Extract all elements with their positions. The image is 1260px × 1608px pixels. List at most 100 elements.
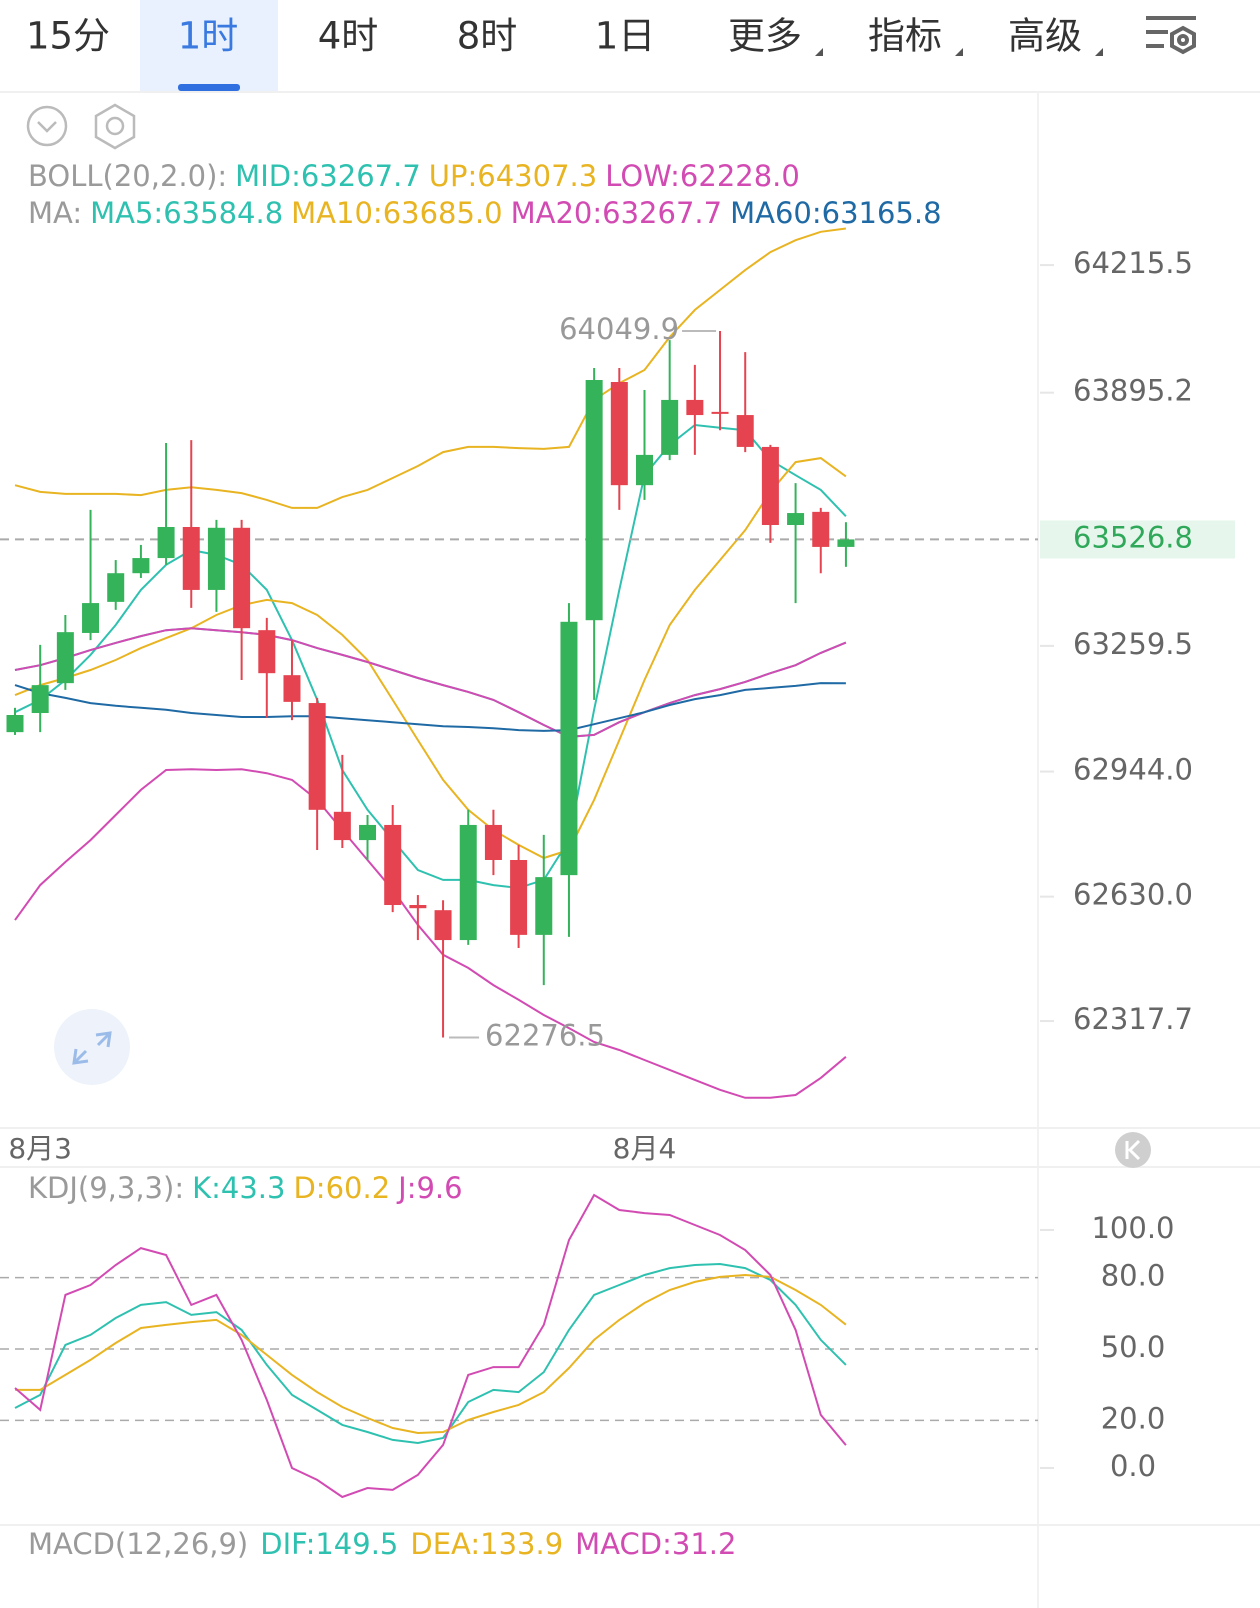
tab[interactable]: 高级: [1008, 15, 1103, 58]
candle-body: [258, 630, 276, 674]
tab[interactable]: 4时: [318, 15, 379, 58]
icon-arrow: [72, 1049, 88, 1065]
legend-value: 60.2: [326, 1171, 391, 1205]
scroll-to-latest-button[interactable]: [1115, 1132, 1151, 1168]
legend-name: DEA:: [410, 1527, 480, 1561]
candle-body: [812, 511, 830, 547]
x-tick-label: 8月3: [8, 1132, 72, 1165]
tab[interactable]: 8时: [457, 15, 518, 58]
collapse-button[interactable]: [26, 105, 68, 147]
candle-body: [686, 399, 704, 416]
legend-value: 133.9: [480, 1527, 563, 1561]
fullscreen-button[interactable]: [54, 1009, 130, 1085]
icon-bg: [54, 1009, 130, 1085]
legend-value: 149.5: [315, 1527, 398, 1561]
candle-body: [484, 824, 502, 861]
candle-body: [384, 824, 402, 906]
legend-value: 31.2: [672, 1527, 737, 1561]
icon-gear: [1170, 25, 1196, 55]
candle-body: [82, 603, 100, 633]
icon-arrow: [96, 1031, 112, 1047]
icon-circle: [105, 116, 125, 136]
candle-body: [610, 381, 628, 486]
tab-label: 4时: [318, 15, 379, 58]
legend-title: MACD(12,26,9): [28, 1527, 248, 1561]
candle-body: [333, 811, 351, 841]
legend-name: MID:: [235, 159, 301, 193]
min-label: 62276.5: [485, 1018, 605, 1052]
y-tick-label: 0.0: [1110, 1449, 1156, 1483]
icon-circle: [26, 105, 68, 147]
tab-bar: 15分 1时 4时 8时 1日 更多 指标 高级: [26, 0, 1103, 91]
tab[interactable]: 15分: [26, 15, 110, 58]
y-tick-label: 50.0: [1101, 1330, 1166, 1364]
tab[interactable]: 1时: [140, 0, 278, 91]
icon-hexagon: [94, 103, 136, 150]
dropdown-caret: [1095, 48, 1103, 56]
tab-label: 8时: [457, 15, 518, 58]
legend-value: 64307.3: [477, 159, 597, 193]
dropdown-caret: [815, 48, 823, 56]
candle-body: [560, 621, 578, 876]
current-price-label: 63526.8: [1073, 520, 1193, 554]
y-tick-label: 63259.5: [1073, 627, 1193, 661]
kdj-line: [14, 1262, 847, 1445]
legend: BOLL(20,2.0): MID:63267.7 UP:64307.3 LOW:62…: [28, 159, 800, 193]
candle-body: [157, 526, 175, 559]
legend-value: 63584.8: [163, 196, 283, 230]
y-tick-label: 80.0: [1101, 1259, 1166, 1293]
candle-body: [132, 558, 150, 574]
icon-gear-hole: [1177, 34, 1189, 46]
candle-body: [359, 824, 377, 841]
legend-name: MACD:: [575, 1527, 672, 1561]
legend-title: BOLL(20,2.0):: [28, 159, 227, 193]
tab[interactable]: 1日: [595, 15, 656, 58]
candle-body: [787, 513, 805, 526]
tab-label: 1日: [595, 15, 656, 58]
indicator-line: [14, 423, 847, 889]
kdj-line: [15, 1273, 847, 1435]
legend-name: K:: [192, 1171, 221, 1205]
candle-body: [308, 703, 326, 810]
legend-value: 63267.7: [602, 196, 722, 230]
tab[interactable]: 指标: [868, 15, 963, 58]
legend-name: MA60:: [730, 196, 822, 230]
settings-icon[interactable]: [1146, 16, 1196, 55]
legend-value: 63685.0: [383, 196, 503, 230]
y-tick-label: 64215.5: [1073, 246, 1193, 280]
tab-label: 1时: [178, 15, 239, 58]
indicator-line: [14, 768, 847, 1099]
y-tick-label: 20.0: [1101, 1401, 1166, 1435]
legend-value: 43.3: [221, 1171, 286, 1205]
candle-body: [56, 632, 74, 684]
max-label: 64049.9: [559, 312, 679, 346]
legend-title: KDJ(9,3,3):: [28, 1171, 184, 1205]
y-tick-label: 62317.7: [1073, 1002, 1193, 1036]
y-tick-label: 62944.0: [1073, 753, 1193, 787]
legend: MA: MA5:63584.8 MA10:63685.0 MA20:63267.7 MA…: [28, 196, 942, 230]
candle-body: [107, 573, 125, 602]
plot: 64215.5 63895.2 63259.5 62944.0 62630.0 62317…: [0, 159, 1235, 1561]
candle-body: [661, 399, 679, 455]
legend-value: 63267.7: [301, 159, 421, 193]
x-tick-label: 8月4: [613, 1132, 677, 1165]
legend-name: D:: [293, 1171, 325, 1205]
legend-name: J:: [396, 1171, 416, 1205]
candle-body: [837, 539, 855, 547]
indicator-line: [14, 227, 847, 509]
icon-chevron: [37, 121, 57, 133]
dropdown-caret: [955, 48, 963, 56]
tab[interactable]: 更多: [728, 15, 823, 58]
y-tick-label: 62630.0: [1073, 878, 1193, 912]
indicator-line: [14, 682, 846, 732]
icon-bg: [1115, 1132, 1151, 1168]
chart-settings-button[interactable]: [94, 103, 136, 150]
tab-label: 指标: [868, 15, 942, 58]
y-tick-label: 63895.2: [1073, 374, 1193, 408]
indicator-line: [14, 627, 847, 738]
tab-selected-bg: [140, 0, 278, 91]
candle-body: [535, 877, 553, 935]
candle-body: [761, 446, 779, 526]
tab-label: 15分: [26, 15, 110, 58]
